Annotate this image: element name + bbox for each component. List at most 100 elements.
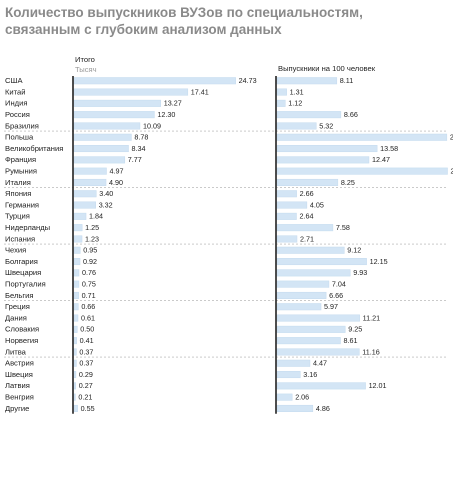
left-value-label: 0.71 [82,291,96,300]
right-bar [276,393,293,401]
country-label: Другие [5,404,29,413]
left-value-label: 0.66 [81,302,95,311]
chart-title-line-2: связанным с глубоким анализом данных [5,22,282,37]
right-value-label: 12.47 [372,155,390,164]
country-label: Чехия [5,246,26,255]
right-bar [276,212,297,220]
right-bar [276,88,287,96]
right-value-label: 6.66 [329,291,343,300]
left-value-label: 4.90 [109,178,123,187]
left-value-label: 0.37 [79,347,93,356]
country-label: Литва [5,347,27,356]
left-bar [73,246,81,254]
left-bar [73,371,77,379]
left-value-label: 3.40 [99,189,113,198]
country-label: Венгрия [5,393,34,402]
right-bar [276,133,448,141]
left-bar [73,111,155,119]
right-value-label: 4.47 [313,359,327,368]
left-bar [73,99,161,107]
left-value-label: 0.29 [79,370,93,379]
country-label: Латвия [5,381,30,390]
left-bar [73,145,129,153]
right-value-label: 7.04 [332,280,346,289]
right-value-label: 1.31 [290,87,304,96]
left-value-label: 0.37 [79,359,93,368]
left-value-label: 13.27 [164,99,182,108]
country-label: Бельгия [5,291,33,300]
country-label: Португалия [5,280,46,289]
right-bar [276,303,322,311]
right-bar [276,77,338,85]
left-bar [73,404,78,412]
right-bar [276,404,314,412]
right-panel-bars: 8.11 1.31 1.12 8.66 5.32 23.03 13.58 12.47 23.12… [276,76,453,413]
right-panel-header: Выпускники на 100 человек [278,64,376,73]
country-label: Турция [5,212,30,221]
country-label: США [5,76,23,85]
left-panel-subheader: Тысяч [75,65,97,74]
left-bar [73,235,83,243]
left-value-label: 8.34 [132,144,146,153]
left-value-label: 7.77 [128,155,142,164]
right-bar [276,280,330,288]
right-value-label: 11.21 [363,313,380,322]
right-value-label: 11.16 [362,347,379,356]
left-bar [73,201,96,209]
left-value-label: 12.30 [157,110,175,119]
left-bar [73,224,83,232]
right-value-label: 8.66 [344,110,358,119]
country-label: Италия [5,178,31,187]
left-bar [73,122,141,130]
right-bar [276,269,351,277]
left-bar [73,337,77,345]
right-value-label: 23.12 [451,167,453,176]
right-value-label: 8.25 [341,178,355,187]
left-panel-bars: 24.73 17.41 13.27 12.30 10.09 8.78 8.34 7.77 4.9… [73,76,257,413]
country-label: Германия [5,200,39,209]
right-value-label: 2.71 [300,234,314,243]
left-value-label: 0.50 [80,325,94,334]
right-bar [276,167,448,175]
left-value-label: 1.23 [85,234,99,243]
left-value-label: 4.97 [109,167,123,176]
left-value-label: 0.95 [83,246,97,255]
country-label: Россия [5,110,30,119]
left-bar [73,156,126,164]
country-label: Австрия [5,359,34,368]
country-label: Нидерланды [5,223,50,232]
country-label: Франция [5,155,36,164]
right-value-label: 9.12 [347,246,361,255]
right-value-label: 2.66 [300,189,314,198]
chart-title-line-1: Количество выпускников ВУЗов по специаль… [5,5,363,20]
left-bar [73,178,107,186]
right-bar [276,111,342,119]
left-panel-header: Итого [75,55,95,64]
left-value-label: 0.76 [82,268,96,277]
right-value-label: 4.05 [310,200,324,209]
right-bar [276,201,308,209]
axes [4,76,448,414]
right-bar [276,325,346,333]
left-value-label: 17.41 [191,87,209,96]
right-bar [276,258,367,266]
left-value-label: 0.55 [81,404,95,413]
right-value-label: 2.06 [295,393,309,402]
right-value-label: 9.25 [348,325,362,334]
right-bar [276,99,286,107]
right-value-label: 23.03 [450,133,453,142]
right-value-label: 1.12 [288,99,302,108]
country-label: Испания [5,234,35,243]
right-value-label: 8.61 [343,336,357,345]
country-label: Норвегия [5,336,38,345]
country-label: Швеция [5,370,33,379]
right-value-label: 5.97 [324,302,338,311]
left-bar [73,359,77,367]
right-bar [276,337,341,345]
left-bar [73,258,81,266]
left-bar [73,382,77,390]
right-value-label: 13.58 [380,144,398,153]
left-value-label: 0.75 [82,280,96,289]
left-bar [73,167,107,175]
right-bar [276,235,298,243]
